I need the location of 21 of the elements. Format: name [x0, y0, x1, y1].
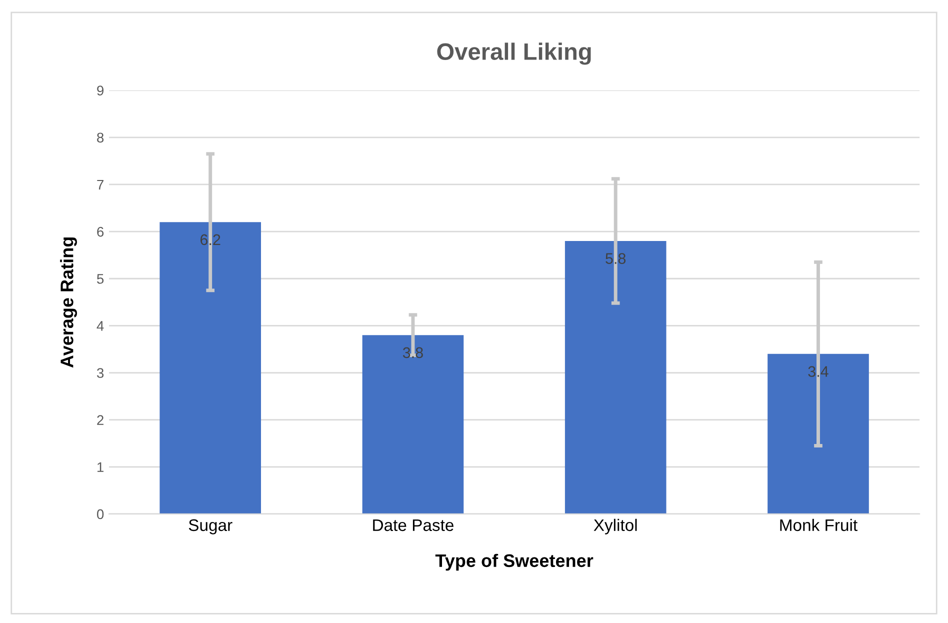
y-tick-label: 8	[97, 132, 104, 143]
y-tick-label: 0	[96, 509, 104, 520]
y-tick-label: 6	[97, 226, 104, 237]
y-tick-label: 3	[96, 368, 104, 378]
y-tick-label: 9	[97, 86, 104, 96]
bar	[564, 240, 666, 514]
x-tick-label: Xylitol	[594, 518, 637, 534]
x-axis-title: Type of Sweetener	[435, 554, 594, 571]
x-tick-label: Monk Fruit	[780, 518, 858, 532]
y-tick-label: 1	[97, 462, 104, 472]
x-tick-label: Date Paste	[373, 519, 454, 532]
chart-title: Overall Liking	[437, 42, 591, 65]
x-tick-label: Sugar	[188, 519, 232, 534]
bar	[768, 354, 869, 514]
bar	[160, 222, 261, 514]
y-tick-label: 2	[97, 415, 104, 425]
y-tick-label: 7	[97, 180, 104, 190]
bar	[362, 335, 464, 514]
y-tick-label: 4	[96, 321, 104, 331]
y-tick-label: 5	[96, 274, 104, 284]
y-axis-title: Average Rating	[60, 237, 77, 368]
